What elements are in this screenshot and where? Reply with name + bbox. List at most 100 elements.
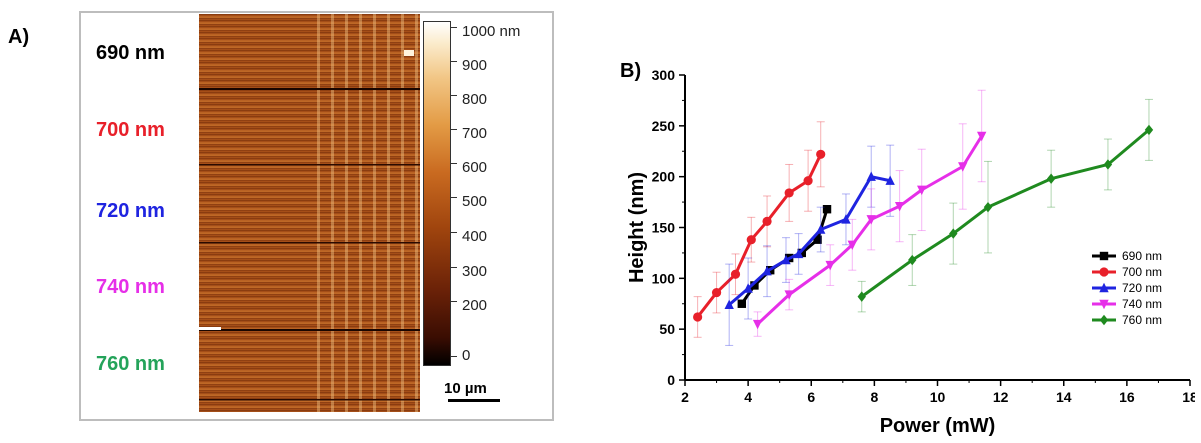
- y-tick-label: 150: [652, 220, 676, 236]
- data-point-700-nm: [816, 149, 826, 159]
- data-point-760-nm: [949, 228, 958, 239]
- data-point-720-nm: [885, 175, 895, 185]
- data-point-740-nm: [958, 162, 968, 172]
- legend-swatch-marker: [1099, 282, 1109, 293]
- x-tick-label: 16: [1119, 389, 1135, 405]
- data-point-740-nm: [866, 215, 876, 225]
- wavelength-label-760: 760 nm: [96, 353, 165, 375]
- colorbar-label: 400: [462, 228, 488, 245]
- colorbar-tick: [450, 197, 457, 198]
- data-point-760-nm: [1046, 173, 1056, 184]
- data-point-720-nm: [866, 171, 876, 181]
- legend-entry: 760 nm: [1122, 313, 1162, 327]
- data-point-760-nm: [908, 254, 917, 266]
- legend-swatch-marker: [1099, 314, 1109, 326]
- data-point-700-nm: [803, 176, 813, 186]
- data-point-700-nm: [730, 269, 741, 279]
- x-axis-title: Power (mW): [880, 415, 996, 437]
- series-700-nm: [693, 121, 826, 338]
- colorbar-tick: [450, 61, 457, 62]
- y-tick-label: 0: [667, 372, 675, 388]
- legend-entry: 700 nm: [1122, 265, 1162, 279]
- data-point-720-nm: [793, 248, 804, 259]
- x-tick-label: 4: [744, 389, 752, 405]
- colorbar-label: 200: [462, 297, 488, 314]
- colorbar-label: 800: [462, 91, 488, 108]
- data-point-700-nm: [693, 312, 703, 322]
- data-point-720-nm: [724, 299, 734, 309]
- data-point-690-nm: [750, 281, 759, 290]
- colorbar-tick: [450, 129, 457, 130]
- y-tick-label: 100: [652, 270, 676, 286]
- data-point-760-nm: [857, 291, 866, 302]
- panel-b-label: B): [620, 60, 642, 82]
- colorbar-tick: [450, 267, 457, 268]
- colorbar-label: 900: [462, 57, 488, 74]
- legend-entry: 740 nm: [1122, 297, 1162, 311]
- legend: 690 nm 700 nm 720 nm 740 nm 760 nm: [1092, 249, 1162, 327]
- colorbar-label: 1000 nm: [462, 23, 521, 40]
- panel-a-label: A): [8, 26, 30, 48]
- legend-swatch-marker: [1099, 251, 1109, 261]
- colorbar-label: 500: [462, 193, 488, 210]
- data-point-690-nm: [797, 248, 806, 258]
- data-point-700-nm: [784, 188, 794, 198]
- wavelength-label-700: 700 nm: [96, 119, 165, 141]
- data-point-740-nm: [825, 260, 835, 271]
- series-760-nm: [857, 98, 1154, 313]
- data-point-720-nm: [781, 254, 791, 265]
- colorbar-label: 700: [462, 125, 488, 142]
- data-point-720-nm: [841, 214, 851, 224]
- data-point-700-nm: [746, 235, 756, 245]
- x-tick-label: 12: [993, 389, 1009, 405]
- height-colorbar: [423, 21, 451, 366]
- series-720-nm: [724, 144, 895, 346]
- data-point-720-nm: [762, 266, 772, 276]
- data-point-720-nm: [816, 224, 826, 234]
- colorbar-tick: [450, 301, 457, 302]
- legend-swatch-marker: [1099, 299, 1109, 310]
- data-point-690-nm: [737, 299, 747, 308]
- data-point-690-nm: [813, 235, 822, 244]
- series-740-nm: [752, 89, 987, 337]
- data-point-740-nm: [847, 240, 857, 250]
- data-point-760-nm: [1144, 124, 1154, 136]
- x-tick-label: 8: [870, 389, 878, 405]
- x-tick-label: 14: [1056, 389, 1072, 405]
- colorbar-tick: [450, 232, 457, 233]
- colorbar-tick: [450, 95, 457, 96]
- data-point-690-nm: [822, 205, 832, 214]
- colorbar-label: 300: [462, 263, 488, 280]
- legend-entry: 690 nm: [1122, 249, 1162, 263]
- scale-bar: [448, 399, 500, 402]
- colorbar-tick: [450, 163, 457, 164]
- data-point-700-nm: [762, 216, 772, 226]
- y-tick-label: 300: [652, 67, 676, 83]
- y-tick-label: 50: [659, 321, 675, 337]
- x-tick-label: 18: [1182, 389, 1195, 405]
- data-point-740-nm: [784, 290, 794, 300]
- x-tick-label: 10: [930, 389, 946, 405]
- data-point-720-nm: [743, 283, 753, 293]
- x-tick-label: 6: [807, 389, 815, 405]
- data-point-740-nm: [976, 131, 987, 142]
- y-axis-title: Height (nm): [626, 172, 648, 283]
- height-vs-power-chart: 2 4 6 8 10 12 14 16 18 0 50 100 150 200 250 300 Power (m…: [626, 67, 1195, 437]
- data-point-760-nm: [983, 201, 993, 213]
- legend-entry: 720 nm: [1122, 281, 1162, 295]
- wavelength-label-740: 740 nm: [96, 276, 165, 298]
- y-tick-label: 250: [652, 118, 676, 134]
- data-point-740-nm: [917, 185, 927, 196]
- x-tick-label: 2: [681, 389, 689, 405]
- y-tick-label: 200: [652, 169, 676, 185]
- wavelength-label-690: 690 nm: [96, 42, 165, 64]
- data-point-760-nm: [1103, 159, 1113, 170]
- data-point-740-nm: [894, 201, 905, 212]
- afm-topography-image: [199, 14, 420, 412]
- colorbar-label: 600: [462, 159, 488, 176]
- colorbar-tick: [450, 356, 457, 357]
- colorbar-label: 0: [462, 347, 471, 364]
- wavelength-label-720: 720 nm: [96, 200, 165, 222]
- scale-bar-label: 10 µm: [444, 380, 487, 397]
- data-point-700-nm: [711, 287, 722, 298]
